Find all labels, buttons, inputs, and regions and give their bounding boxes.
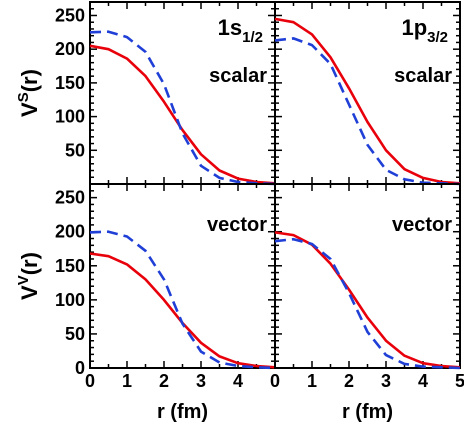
y-axis-label-text: VV(r) [15,252,42,300]
x-axis-label: r (fm) [157,401,208,423]
x-tick-label: 2 [159,371,169,391]
state-label-main: 1s [218,15,242,40]
state-label-main: 1p [401,15,427,40]
y-axis-label-tail: (r) [17,252,42,275]
y-axis-label-main: V [17,285,42,300]
y-tick-label: 100 [55,107,85,127]
panel-frame [274,183,461,369]
x-tick-label: 0 [270,371,280,391]
y-axis-label-sup: V [15,275,32,285]
y-axis-label-text: VS(r) [15,69,42,117]
x-tick-label: 3 [196,371,206,391]
solid-curve [274,17,461,185]
y-axis-label-sup: S [15,92,32,102]
x-tick-label: 1 [307,371,317,391]
y-axis-label: VV(r) [15,252,42,300]
y-tick-label: 200 [55,222,85,242]
dashed-curve [89,230,276,370]
potential-label: vector [207,214,267,236]
x-tick-label: 3 [381,371,391,391]
potential-label: scalar [394,65,452,87]
y-tick-label: 200 [55,39,85,59]
y-tick-label: 150 [55,73,85,93]
x-tick-label: 4 [233,371,243,391]
y-tick-label: 50 [65,140,85,160]
x-tick-label: 1 [122,371,132,391]
y-tick-label: 150 [55,256,85,276]
y-tick-label: 100 [55,290,85,310]
y-axis-label: VS(r) [15,69,42,117]
y-tick-label: 250 [55,188,85,208]
solid-curve [89,252,276,369]
y-axis-label-tail: (r) [17,69,42,92]
potential-label: vector [392,214,452,236]
x-tick-label: 0 [85,371,95,391]
x-tick-label: 4 [418,371,428,391]
state-label: 1s1/2 [218,15,263,46]
x-axis-label: r (fm) [342,401,393,423]
y-tick-label: 50 [65,324,85,344]
potential-label: scalar [209,65,267,87]
state-label-sub: 3/2 [427,29,448,46]
state-label-sub: 1/2 [242,29,263,46]
x-tick-label: 2 [344,371,354,391]
panel-frame [89,183,276,369]
solid-curve [274,231,461,369]
y-tick-label: 0 [75,358,85,378]
x-tick-label: 5 [455,371,464,391]
solid-curve [89,44,276,185]
y-tick-label: 250 [55,5,85,25]
dashed-curve [274,237,461,370]
state-label: 1p3/2 [401,15,448,46]
y-axis-label-main: V [17,102,42,117]
dashed-curve [274,37,461,186]
